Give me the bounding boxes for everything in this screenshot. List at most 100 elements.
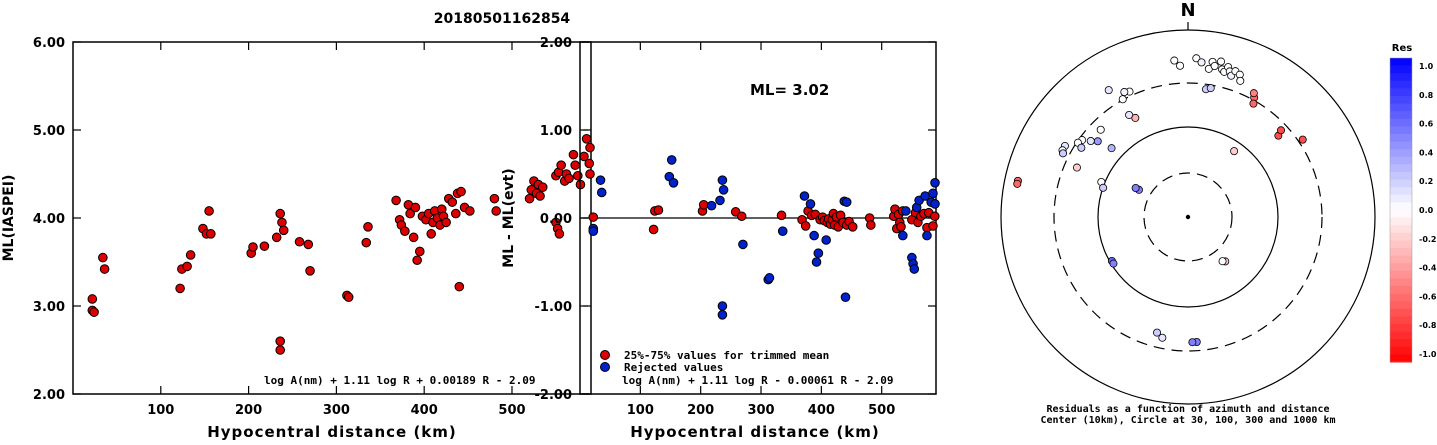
polar-station-point [1276, 126, 1285, 135]
plot1-ylabel: ML(IASPEI) [1, 175, 17, 262]
plot2-xtick-label: 200 [687, 403, 714, 418]
colorbar-cell [1390, 141, 1412, 150]
colorbar-cell [1390, 293, 1412, 302]
colorbar-cell [1390, 88, 1412, 97]
colorbar-ticks: 1.0 0.8 0.6 0.4 0.2 0.0 -0.2 -0.4 -0.6 -0.8 -1.0 [1419, 62, 1437, 359]
plot2-data-point [811, 257, 822, 267]
plot2-data-point [866, 220, 876, 230]
plot1-data-point [175, 283, 185, 294]
polar-station-point [1176, 61, 1185, 70]
colorbar-cell [1390, 316, 1412, 325]
plot1-data-point [556, 160, 566, 170]
polar-station-point [1206, 84, 1215, 93]
polar-station-point [1197, 58, 1206, 67]
polar-station-point [1118, 95, 1127, 104]
plot1-data-point [585, 169, 595, 179]
plot2-data-point [718, 185, 729, 195]
plot2-data-point [588, 212, 599, 222]
polar-station-point [1104, 86, 1113, 95]
colorbar-frame [1389, 57, 1413, 363]
colorbar-tick-label: 0.8 [1419, 91, 1434, 100]
colorbar-cell [1390, 80, 1412, 89]
plot1-data-point [204, 206, 214, 216]
plot2-ytick-label: 0.00 [540, 212, 572, 227]
plot1-data-point [361, 237, 372, 248]
plot1-xtick-label: 200 [235, 403, 262, 418]
plot2-legend: 25%-75% values for trimmed mean Rejected… [600, 349, 829, 374]
colorbar-cell [1390, 156, 1412, 165]
colorbar-cell [1390, 134, 1412, 143]
plot1-data-point [573, 170, 583, 181]
plot1-data-point [99, 264, 110, 274]
legend-rejected-label: Rejected values [624, 361, 723, 374]
plot1-data-point [275, 345, 286, 355]
plot2-data-point [717, 175, 728, 185]
colorbar-cell [1390, 179, 1412, 188]
colorbar-cell [1390, 278, 1412, 287]
plot2-data-point [596, 187, 607, 198]
polar-ring-100km [1097, 126, 1279, 308]
colorbar-cell [1390, 308, 1412, 317]
plot1-data-point [294, 236, 305, 247]
legend-trimmed-label: 25%-75% values for trimmed mean [624, 349, 829, 362]
plot2-ytick-label: -2.00 [535, 388, 572, 403]
plot2-ylabel: ML - ML(evt) [501, 168, 517, 267]
colorbar-cell [1390, 164, 1412, 173]
colorbar-cell [1390, 103, 1412, 112]
plot1-data-point [271, 232, 282, 243]
plot1-xlabel: Hypocentral distance (km) [207, 423, 457, 441]
plot1-data-point [278, 225, 289, 236]
colorbar-tick-label: 0.4 [1419, 148, 1434, 157]
plot2-data-point [666, 155, 677, 165]
plot2-xlabel: Hypocentral distance (km) [630, 423, 880, 441]
polar-station-point [1093, 137, 1102, 146]
colorbar-tick-label: -0.2 [1419, 235, 1437, 244]
plot1-ytick-label: 6.00 [33, 36, 65, 51]
colorbar-cell [1390, 96, 1412, 105]
plot1-data-point [412, 255, 422, 266]
plot2-data-point [930, 199, 940, 209]
plot2-data-point [764, 273, 775, 283]
residual-vs-distance-chart: -2.00 -1.00 0.00 1.00 2.00 100 200 300 400 500 ML… [501, 36, 940, 441]
plot1-ytick-label: 3.00 [33, 300, 65, 315]
plot1-xtick-label: 300 [323, 403, 350, 418]
polar-station-point [1013, 179, 1022, 188]
plot2-data-point [706, 200, 717, 211]
colorbar-cell [1390, 225, 1412, 234]
plot2-xtick-label: 300 [747, 403, 774, 418]
plot2-data-point [909, 264, 920, 274]
plot2-xtick-label: 100 [627, 403, 654, 418]
epicenter-marker [1185, 214, 1191, 220]
residual-colorbar: Res 1.0 0.8 0.6 0.4 0.2 0.0 -0.2 -0.4 -0.6 -0.8 -1… [1389, 43, 1437, 363]
plot1-data-point [554, 229, 565, 239]
plot1-data-point [89, 307, 99, 317]
plot1-data-point [277, 217, 287, 228]
polar-station-point [1230, 147, 1239, 156]
plot2-data-point [898, 230, 908, 241]
plot2-data-point [736, 211, 747, 222]
plot2-axes: -2.00 -1.00 0.00 1.00 2.00 100 200 300 400 500 [535, 36, 936, 418]
colorbar-cell [1390, 126, 1412, 135]
colorbar-tick-label: -0.6 [1419, 292, 1437, 301]
plot1-formula: log A(nm) + 1.11 log R + 0.00189 R - 2.0… [264, 374, 536, 387]
colorbar-title: Res [1392, 43, 1412, 54]
colorbar-tick-label: -0.8 [1419, 321, 1437, 330]
colorbar-tick-label: 0.2 [1419, 177, 1433, 186]
plot1-xtick-label: 400 [411, 403, 438, 418]
plot2-data-point [698, 200, 709, 210]
plot1-data-point [206, 229, 216, 239]
plot1-data-point [259, 241, 270, 251]
plot1-data-point [585, 142, 595, 153]
polar-caption-line1: Residuals as a function of azimuth and d… [1047, 403, 1330, 415]
plot1-data-point [584, 158, 595, 169]
plot2-ytick-label: 2.00 [540, 36, 572, 51]
plot2-data-point [715, 195, 725, 206]
colorbar-cell [1390, 202, 1412, 211]
plot1-data-point [305, 266, 315, 276]
polar-ring-1000km [1000, 29, 1376, 405]
plot2-data-point [648, 224, 659, 235]
polar-station-point [1086, 137, 1095, 146]
plot1-data-point [410, 202, 421, 213]
colorbar-cell [1390, 270, 1412, 279]
